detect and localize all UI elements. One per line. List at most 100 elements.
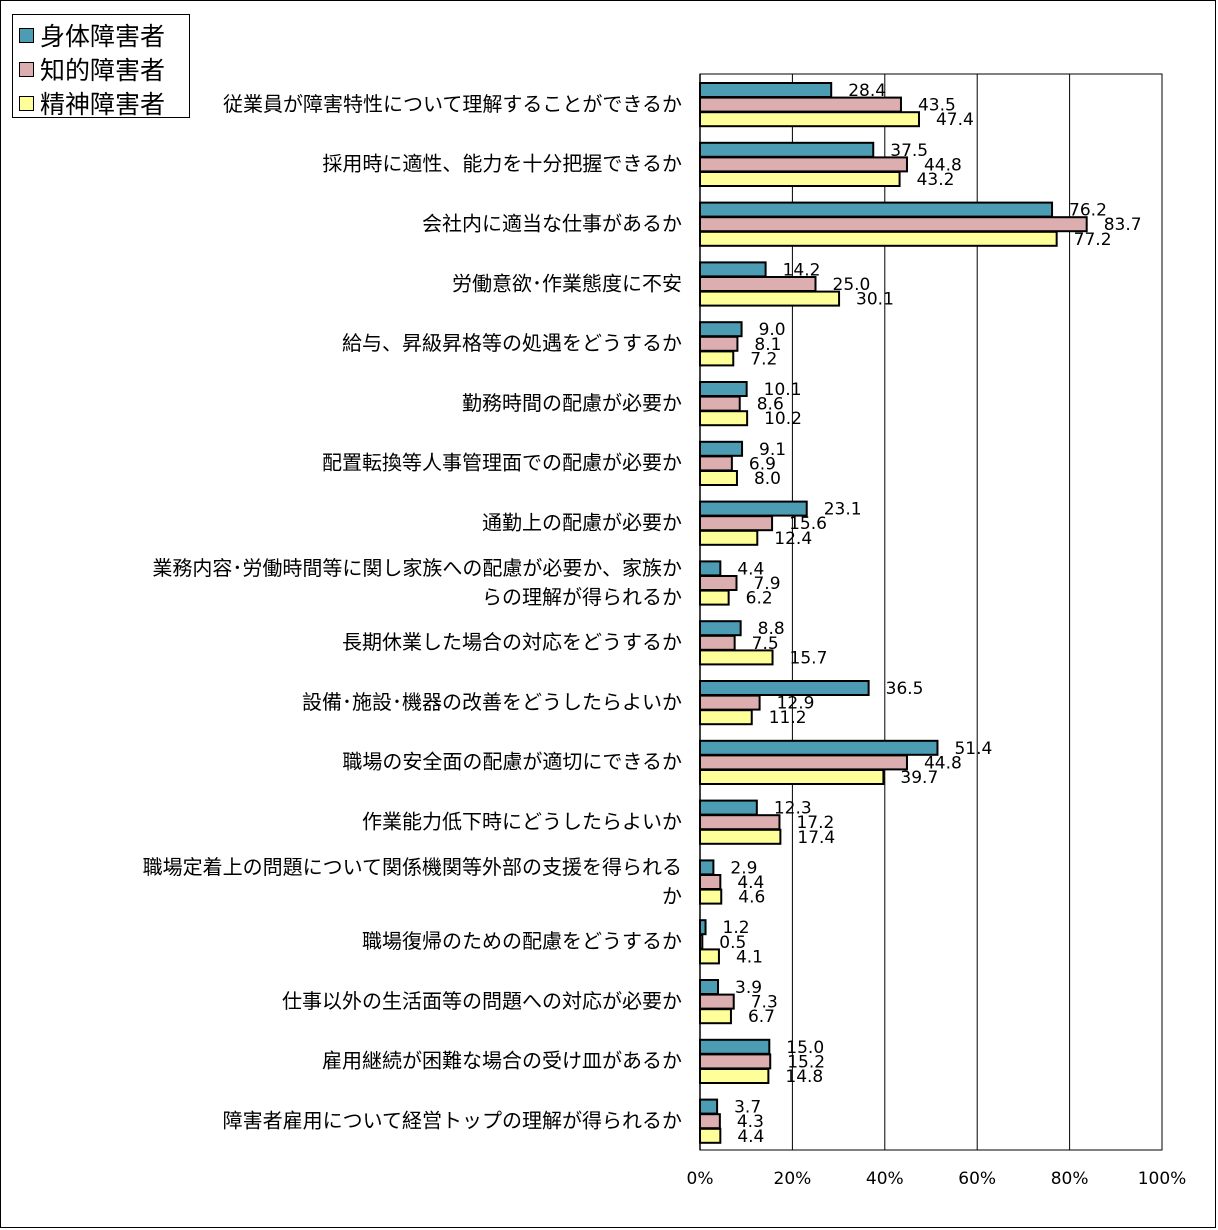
value-label: 12.9	[777, 694, 815, 714]
value-labels: 28.4 37.5 76.2 14.2 9.0 10.1 9.1 23.1 4.4 8.8 36.5…	[719, 81, 1141, 1147]
bar	[699, 1113, 721, 1130]
value-label: 8.0	[754, 469, 781, 489]
legend-swatch-3	[19, 95, 34, 111]
category-labels: 従業員が障害特性について理解することができるか採用時に適性、能力を十分把握できる…	[143, 92, 682, 1133]
value-label: 17.2	[796, 813, 834, 833]
value-label: 76.2	[1069, 201, 1107, 221]
bar	[699, 216, 1088, 233]
bar	[699, 82, 833, 98]
value-label: 17.4	[797, 828, 835, 848]
bar	[699, 575, 738, 591]
value-label: 23.1	[824, 500, 862, 520]
value-label: 47.4	[936, 110, 974, 130]
x-tick-label: 0%	[687, 1169, 714, 1189]
bar	[699, 859, 715, 876]
value-label: 11.2	[769, 708, 807, 728]
value-label: 9.0	[759, 320, 786, 340]
category-label: か	[662, 884, 682, 908]
bar	[699, 335, 739, 352]
bar	[699, 410, 749, 427]
category-label: 採用時に適性、能力を十分把握できるか	[322, 152, 682, 176]
x-tick-label: 60%	[958, 1169, 996, 1189]
grid	[699, 73, 1163, 1151]
category-label: 職場復帰のための配慮をどうするか	[362, 929, 682, 953]
category-label: 設備･施設･機器の改善をどうしたらよいか	[302, 690, 682, 714]
category-label: 業務内容･労働時間等に関し家族への配慮が必要か、家族か	[152, 556, 682, 580]
category-label: 通勤上の配慮が必要か	[482, 511, 682, 535]
legend-label-3: 精神障害者	[40, 90, 166, 119]
value-label: 2.9	[730, 858, 757, 878]
value-label: 8.1	[754, 335, 781, 355]
bar	[699, 350, 735, 367]
value-label: 30.1	[856, 290, 894, 310]
value-label: 6.9	[749, 454, 776, 474]
bar	[699, 1098, 719, 1115]
value-label: 28.4	[848, 81, 886, 101]
value-label: 4.4	[737, 559, 764, 579]
value-label: 9.1	[759, 440, 786, 460]
x-tick-label: 80%	[1051, 1169, 1089, 1189]
value-label: 7.5	[752, 634, 779, 654]
value-label: 7.2	[750, 349, 777, 369]
value-label: 14.2	[783, 260, 821, 280]
bar	[699, 111, 920, 128]
category-label: 仕事以外の生活面等の問題への対応が必要か	[282, 989, 682, 1013]
value-label: 83.7	[1104, 215, 1142, 235]
value-label: 25.0	[833, 275, 871, 295]
value-label: 10.2	[764, 409, 802, 429]
legend: 身体障害者 知的障害者 精神障害者	[12, 14, 190, 120]
bar	[699, 141, 875, 158]
bar	[699, 321, 743, 338]
bar	[699, 470, 738, 486]
category-label: 給与、昇級昇格等の処遇をどうするか	[342, 331, 682, 355]
bar	[699, 201, 1054, 218]
value-label: 15.2	[787, 1052, 825, 1072]
value-label: 15.0	[786, 1038, 824, 1058]
value-label: 36.5	[886, 679, 924, 699]
bar	[699, 290, 841, 307]
value-label: 4.4	[737, 1127, 764, 1147]
bar	[699, 381, 748, 397]
bar	[699, 694, 761, 711]
bar	[699, 814, 781, 831]
legend-swatch-2	[19, 61, 34, 77]
category-label: 配置転換等人事管理面での配慮が必要か	[322, 451, 682, 475]
bar	[699, 634, 736, 651]
value-label: 37.5	[890, 141, 928, 161]
bar	[699, 529, 759, 546]
legend-item-3: 精神障害者	[19, 86, 189, 120]
category-label: 従業員が障害特性について理解することができるか	[223, 92, 682, 116]
value-label: 7.9	[753, 574, 780, 594]
category-label: 会社内に適当な仕事があるか	[422, 212, 682, 236]
value-label: 43.5	[918, 96, 956, 116]
legend-item-1: 身体障害者	[19, 18, 189, 52]
bar	[699, 1053, 772, 1070]
bar	[699, 1038, 771, 1055]
category-label: 労働意欲･作業態度に不安	[452, 271, 682, 295]
category-label: 雇用継続が困難な場合の受け皿があるか	[322, 1049, 682, 1073]
legend-label-1: 身体障害者	[40, 22, 166, 51]
x-tick-label: 40%	[866, 1169, 904, 1189]
category-label: 作業能力低下時にどうしたらよいか	[362, 810, 682, 834]
value-label: 1.2	[723, 918, 750, 938]
value-label: 12.3	[774, 799, 812, 819]
bar	[699, 919, 707, 936]
value-label: 44.8	[924, 155, 962, 175]
bar	[699, 948, 720, 965]
value-label: 3.9	[735, 978, 762, 998]
bar	[699, 709, 753, 726]
legend-swatch-1	[19, 27, 34, 43]
x-tick-label: 20%	[774, 1169, 812, 1189]
value-label: 7.3	[751, 993, 778, 1013]
value-label: 43.2	[917, 170, 955, 190]
value-label: 4.6	[738, 888, 765, 908]
category-label: らの理解が得られるか	[482, 585, 682, 609]
value-label: 3.7	[734, 1098, 761, 1118]
bar	[699, 739, 939, 756]
value-label: 0.5	[719, 933, 746, 953]
value-label: 51.4	[954, 739, 992, 759]
bar	[699, 799, 758, 816]
legend-item-2: 知的障害者	[19, 52, 189, 86]
value-label: 15.6	[789, 514, 827, 534]
